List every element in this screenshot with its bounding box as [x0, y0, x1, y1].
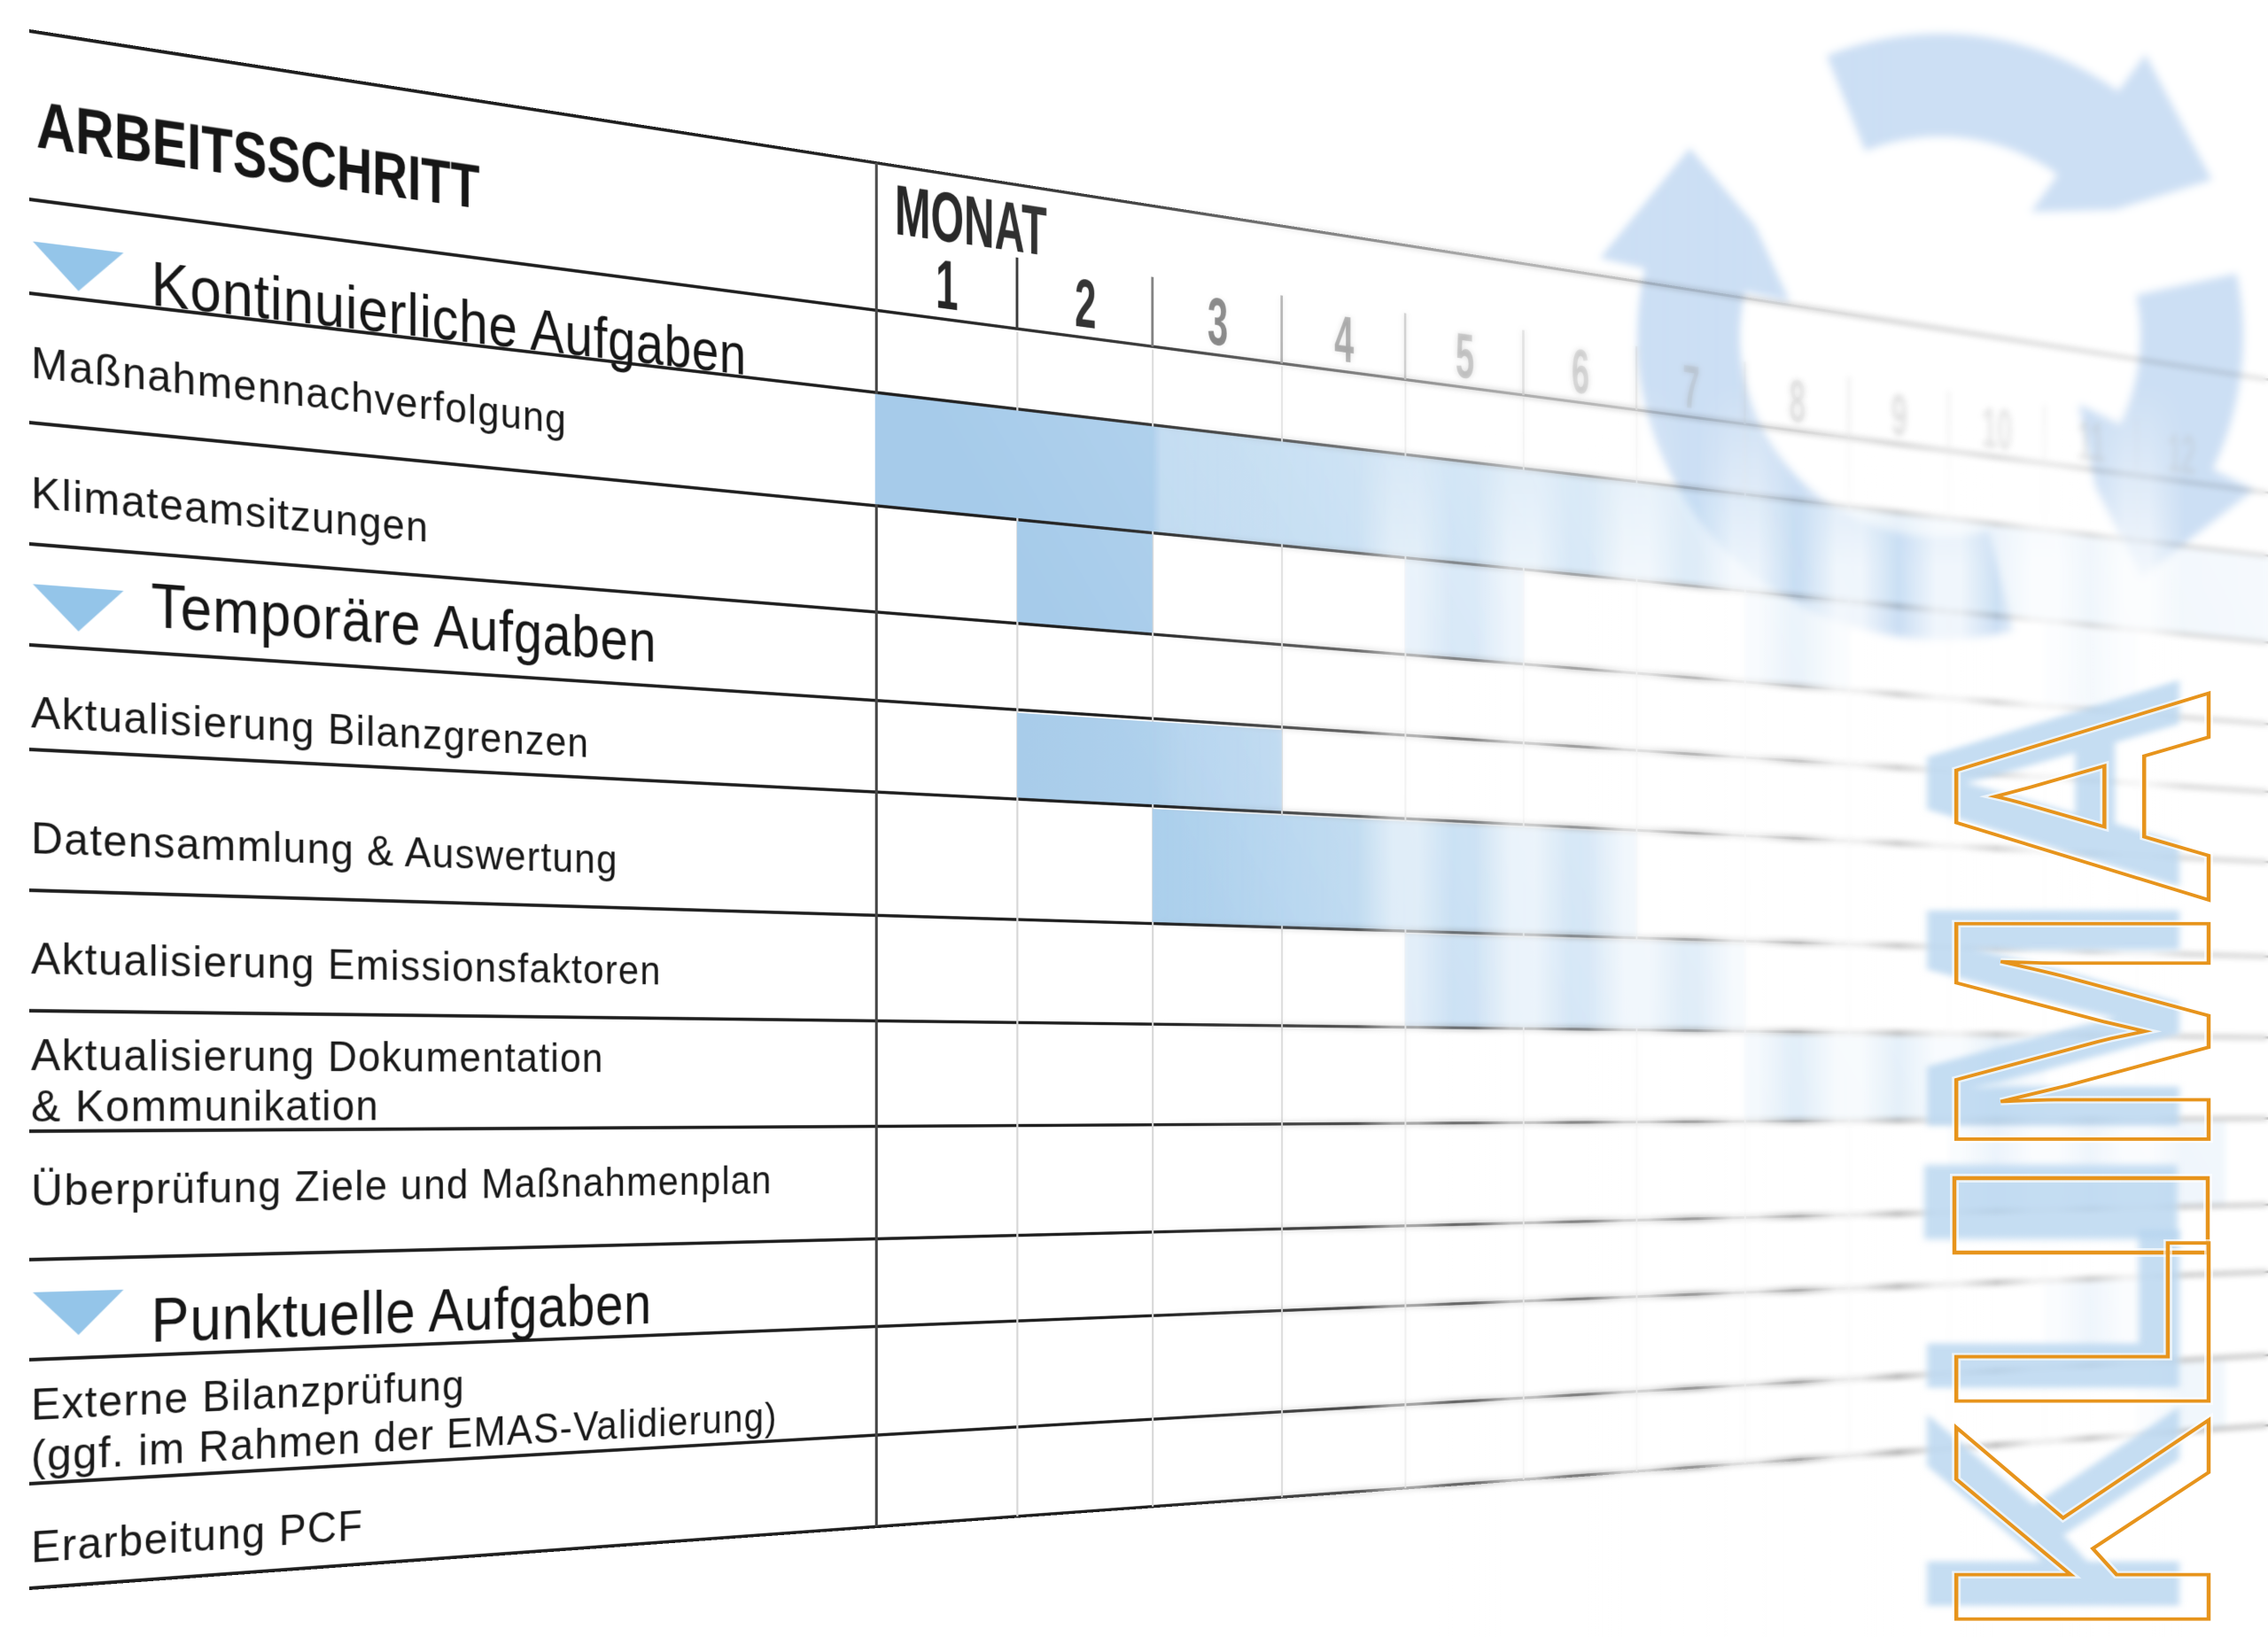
svg-text:KL: KL	[1877, 1238, 2268, 1637]
svg-text:MA: MA	[1877, 689, 2268, 1160]
svg-text:KL: KL	[1877, 1238, 2268, 1637]
svg-text:MA: MA	[1877, 689, 2268, 1160]
svg-text:MA: MA	[1848, 676, 2257, 1146]
svg-text:KL: KL	[1848, 1225, 2257, 1626]
